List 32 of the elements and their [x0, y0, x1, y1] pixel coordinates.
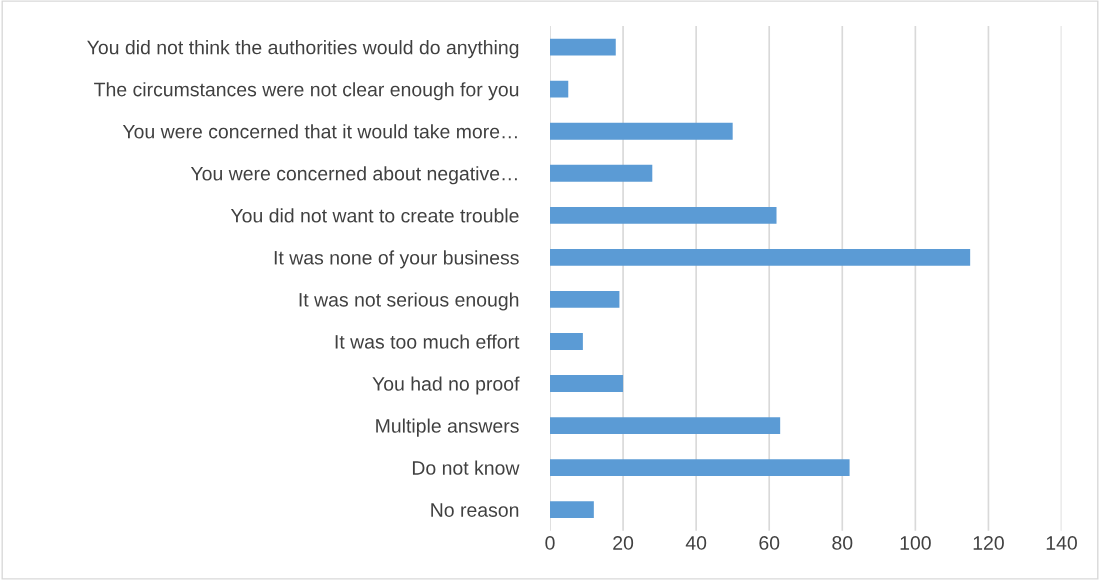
- bar: [550, 333, 583, 350]
- y-tick-label: It was none of your business: [274, 250, 519, 269]
- y-tick-label: You were concerned about negative…: [190, 166, 517, 185]
- bar: [550, 38, 616, 56]
- x-tick-label: 80: [832, 536, 853, 550]
- x-tick-label: 60: [759, 536, 780, 550]
- bar: [550, 417, 781, 434]
- bar: [550, 501, 594, 519]
- y-tick-label: You were concerned that it would take more…: [122, 124, 517, 139]
- y-tick-label: The circumstances were not clear enough for you: [94, 82, 519, 101]
- y-tick-label: You did not think the authorities would do anything: [87, 40, 519, 59]
- y-tick-label: It was too much effort: [335, 334, 520, 349]
- y-tick-label: You did not want to create trouble: [230, 208, 519, 223]
- bar: [550, 459, 850, 477]
- x-tick-label: 40: [685, 536, 707, 550]
- x-tick-label: 20: [613, 536, 634, 550]
- y-tick-label: It was not serious enough: [299, 292, 519, 311]
- x-tick-label: 120: [973, 536, 1004, 550]
- x-tick-label: 100: [900, 536, 931, 550]
- bar: [550, 248, 971, 266]
- bar: [550, 206, 777, 224]
- y-tick-label: Do not know: [412, 460, 520, 475]
- bar: [550, 122, 733, 140]
- y-tick-label: You had no proof: [372, 376, 520, 395]
- y-tick-label: Multiple answers: [376, 418, 519, 437]
- bar: [550, 375, 624, 392]
- bar: [550, 80, 569, 98]
- x-tick-label: 140: [1046, 536, 1077, 550]
- y-tick-label: No reason: [431, 503, 519, 517]
- bar: [550, 164, 653, 182]
- bar: [550, 291, 620, 308]
- x-tick-label: 0: [545, 536, 555, 550]
